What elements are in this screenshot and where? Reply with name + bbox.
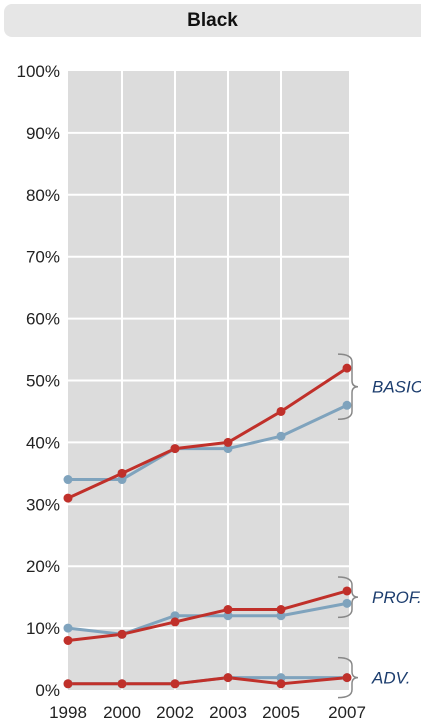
data-point <box>63 679 73 689</box>
chart-title: Black <box>187 9 238 31</box>
data-point <box>276 673 286 683</box>
data-point <box>342 598 352 608</box>
data-point <box>223 673 233 683</box>
y-tick-label: 80% <box>26 186 60 205</box>
data-point <box>170 617 180 627</box>
y-tick-label: 20% <box>26 557 60 576</box>
data-point <box>63 493 73 503</box>
data-point <box>276 611 286 621</box>
x-tick-label: 2003 <box>209 703 247 722</box>
series-line-basic <box>68 403 348 482</box>
annotation-label: PROF. <box>372 588 421 607</box>
annotation-label: ADV. <box>371 669 410 688</box>
data-point <box>63 635 73 645</box>
data-point <box>117 475 127 485</box>
data-point <box>342 586 352 596</box>
data-point <box>223 444 233 454</box>
x-tick-label: 1998 <box>49 703 87 722</box>
y-tick-label: 0% <box>35 681 60 700</box>
series-line-prof <box>67 589 348 642</box>
data-point <box>342 673 352 683</box>
data-point <box>63 475 73 485</box>
series-line-adv <box>68 676 348 686</box>
y-tick-label: 60% <box>26 310 60 329</box>
y-tick-label: 30% <box>26 495 60 514</box>
data-point <box>170 611 180 621</box>
y-tick-label: 90% <box>26 124 60 143</box>
data-point <box>223 437 233 447</box>
series-line-basic <box>67 366 348 500</box>
x-tick-label: 2002 <box>156 703 194 722</box>
data-point <box>342 363 352 373</box>
data-point <box>170 679 180 689</box>
y-tick-label: 100% <box>17 62 60 81</box>
data-point <box>170 444 180 454</box>
data-point <box>223 611 233 621</box>
brace-adv <box>337 656 359 699</box>
data-point <box>276 679 286 689</box>
y-tick-label: 10% <box>26 619 60 638</box>
y-tick-label: 70% <box>26 248 60 267</box>
data-point <box>117 629 127 639</box>
chart-title-bar: Black <box>4 4 421 37</box>
brace-basic <box>337 353 359 421</box>
y-tick-label: 40% <box>26 433 60 452</box>
brace-prof <box>337 576 359 619</box>
data-point <box>223 605 233 615</box>
data-point <box>276 605 286 615</box>
x-tick-label: 2005 <box>262 703 300 722</box>
data-point <box>117 468 127 478</box>
data-point <box>342 400 352 410</box>
data-point <box>63 623 73 633</box>
data-point <box>117 679 127 689</box>
x-tick-label: 2007 <box>328 703 366 722</box>
data-point <box>276 431 286 441</box>
y-tick-label: 50% <box>26 372 60 391</box>
annotation-label: BASIC <box>372 378 421 397</box>
data-point <box>276 406 286 416</box>
x-tick-label: 2000 <box>103 703 141 722</box>
